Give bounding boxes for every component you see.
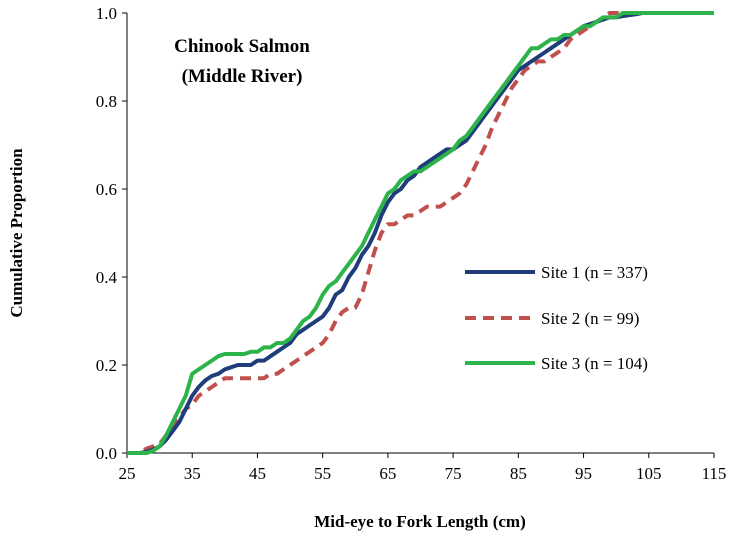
x-tick-label: 65 (379, 464, 396, 483)
x-tick-label: 75 (445, 464, 462, 483)
y-tick-label: 0.8 (96, 92, 117, 111)
chart-title-line-1: Chinook Salmon (174, 36, 310, 57)
y-tick-label: 0.0 (96, 444, 117, 463)
x-tick-label: 105 (636, 464, 662, 483)
legend-item-site-3: Site 3 (n = 104) (465, 354, 648, 373)
x-tick-label: 45 (249, 464, 266, 483)
y-ticks: 0.0 0.2 0.4 0.6 0.8 1.0 (96, 4, 127, 463)
legend-label-site-1: Site 1 (n = 337) (541, 263, 648, 282)
legend-item-site-1: Site 1 (n = 337) (465, 263, 648, 282)
series-layer (127, 11, 714, 455)
y-tick-label: 0.2 (96, 356, 117, 375)
chart-title-line-2: (Middle River) (182, 66, 303, 87)
legend-label-site-2: Site 2 (n = 99) (541, 309, 639, 328)
series-line-site-2 (127, 11, 714, 455)
x-axis-title: Mid-eye to Fork Length (cm) (314, 512, 526, 531)
x-tick-label: 95 (575, 464, 592, 483)
y-tick-label: 0.6 (96, 180, 117, 199)
x-tick-label: 85 (510, 464, 527, 483)
x-ticks: 25 35 45 55 65 75 85 95 105 115 (119, 453, 727, 483)
x-tick-label: 35 (184, 464, 201, 483)
y-tick-label: 0.4 (96, 268, 118, 287)
legend-label-site-3: Site 3 (n = 104) (541, 354, 648, 373)
axes (126, 13, 714, 454)
legend-item-site-2: Site 2 (n = 99) (465, 309, 639, 328)
legend: Site 1 (n = 337) Site 2 (n = 99) Site 3 … (465, 263, 648, 373)
y-axis-title: Cumulative Proportion (7, 148, 26, 318)
y-tick-label: 1.0 (96, 4, 117, 23)
series-line-site-3 (127, 11, 714, 455)
x-tick-label: 25 (119, 464, 136, 483)
x-tick-label: 115 (702, 464, 727, 483)
x-tick-label: 55 (314, 464, 331, 483)
